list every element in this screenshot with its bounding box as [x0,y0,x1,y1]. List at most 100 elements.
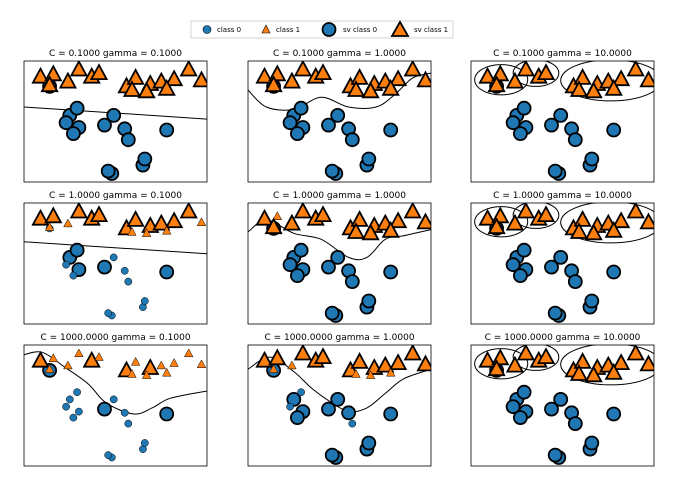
legend-marker-sv-class1 [390,20,410,37]
sv-class0-point [505,115,521,131]
sv-class1-point [388,69,408,87]
class0-point [120,408,129,417]
sv-class1-point [31,208,50,226]
panel-title: C = 1.0000 gamma = 0.1000 [49,191,182,201]
class1-point [351,368,361,378]
legend-label-class0: class 0 [217,26,241,34]
sv-class0-point [282,257,298,273]
sv-class1-point [604,220,623,238]
sv-class1-point [264,217,283,235]
sv-class0-point [344,132,360,148]
class1-point [141,370,152,379]
sv-class0-point [289,268,305,284]
sv-class1-point [137,81,156,99]
sv-class1-point [416,354,431,372]
decision-boundary [24,241,207,255]
sv-class1-point [416,70,431,88]
sv-class1-point [293,345,313,361]
class1-point [162,367,172,377]
sv-class1-point [478,66,497,84]
sv-class1-point [40,75,59,93]
sv-class0-point [567,416,583,432]
sv-class1-point [152,213,171,231]
sv-class1-point [164,211,184,229]
sv-class0-point [289,126,305,142]
sv-class1-point [268,348,287,366]
decision-boundary [248,72,431,111]
sv-class1-point [611,211,631,229]
class1-point [183,348,194,358]
class1-point [196,217,207,226]
sv-class0-point [159,122,175,138]
sv-class0-point [69,242,85,258]
sv-class0-point [361,293,377,309]
class0-point [69,413,78,422]
sv-class0-point [606,406,622,422]
sv-class0-point [289,410,305,426]
sv-class1-point [350,68,369,85]
sv-class1-point [536,63,556,80]
legend-marker-sv-class0 [321,22,337,37]
sv-class1-point [282,213,302,231]
sv-class0-point [584,293,600,309]
sv-class1-point [361,81,380,99]
sv-class1-point [639,70,654,88]
sv-class0-point [606,264,622,280]
panel-4: C = 1.0000 gamma = 0.1000 [23,191,208,325]
class0-point [65,395,74,404]
sv-class1-point [584,81,603,99]
class0-point [109,253,118,262]
sv-class1-point [604,362,623,380]
class1-point [127,368,137,378]
sv-class0-point [330,249,346,265]
class0-point [104,451,113,459]
decision-boundary [474,64,529,96]
sv-class1-point [89,63,109,80]
sv-class0-point [106,108,122,123]
sv-class1-point [44,64,63,82]
class0-point [104,309,113,317]
sv-class1-point [516,61,536,77]
sv-class1-point [403,61,422,77]
sv-class1-point [505,355,525,373]
legend-label-class1: class 1 [276,26,300,34]
sv-class0-point [324,305,340,321]
sv-class1-point [126,68,145,85]
sv-class0-point [97,259,112,275]
sv-class0-point [547,305,563,321]
sv-class0-point [361,435,377,451]
panel-frame [470,60,655,183]
sv-class0-point [513,410,528,426]
sv-class1-point [313,63,333,80]
class0-point [69,271,78,280]
class0-point [124,277,133,286]
sv-class0-point [553,391,569,407]
class1-point [156,360,166,370]
sv-class1-point [487,217,506,235]
sv-class0-point [544,117,559,133]
class0-point [140,439,149,447]
panel-title: C = 0.1000 gamma = 0.1000 [49,49,182,59]
sv-class1-point [122,80,142,97]
sv-class1-point [89,205,109,223]
sv-class1-point [584,365,603,383]
panel-title: C = 1000.0000 gamma = 10.0000 [485,333,641,343]
panel-5: C = 1.0000 gamma = 1.0000 [247,191,432,325]
class1-point [386,367,396,377]
sv-class0-point [159,264,175,280]
sv-class1-point [639,354,654,372]
sv-class0-point [516,384,532,400]
class0-point [109,395,118,404]
class0-point [120,266,129,275]
sv-class1-point [487,75,506,93]
sv-class0-point [361,151,377,167]
sv-class0-point [97,401,112,417]
class0-point [348,419,357,428]
class1-point [141,228,152,237]
sv-class1-point [611,69,631,87]
panel-title: C = 1000.0000 gamma = 0.1000 [40,333,190,343]
sv-class0-point [58,115,74,131]
sv-class0-point [567,132,583,148]
legend-label-sv-class1: sv class 1 [414,26,448,34]
panel-2: C = 0.1000 gamma = 1.0000 [247,49,432,183]
